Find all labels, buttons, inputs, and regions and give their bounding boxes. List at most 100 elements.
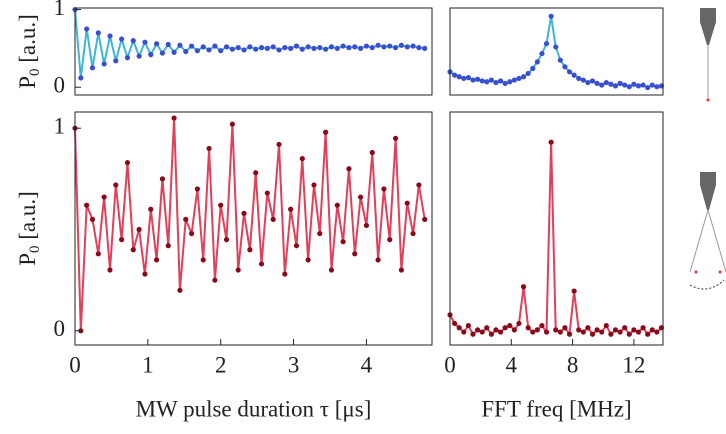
- data-point: [612, 83, 619, 89]
- data-point: [124, 160, 131, 166]
- data-point: [530, 65, 536, 72]
- data-point: [534, 327, 540, 333]
- data-point: [502, 80, 508, 86]
- data-point: [101, 61, 107, 67]
- data-point: [530, 329, 536, 335]
- data-point: [631, 327, 637, 333]
- data-point: [165, 243, 171, 249]
- x-tick-label: 1: [142, 352, 154, 377]
- data-point: [497, 78, 504, 84]
- data-point: [649, 82, 655, 88]
- data-point: [346, 166, 352, 172]
- data-point: [346, 45, 352, 51]
- data-point: [640, 82, 646, 88]
- data-point: [612, 327, 619, 333]
- data-point: [253, 46, 259, 52]
- data-point: [479, 78, 485, 84]
- data-point: [177, 42, 183, 48]
- data-point: [206, 145, 212, 152]
- data-point: [113, 182, 119, 188]
- data-point: [603, 322, 609, 329]
- data-point: [474, 327, 481, 333]
- data-point: [557, 57, 563, 63]
- x-tick-label: 0: [69, 352, 81, 377]
- data-point: [89, 216, 96, 222]
- data-point: [608, 331, 614, 337]
- data-point: [200, 44, 206, 50]
- data-point: [293, 43, 300, 49]
- data-point: [456, 325, 462, 331]
- data-point: [622, 82, 628, 88]
- data-point: [311, 45, 317, 51]
- data-point: [317, 230, 323, 237]
- data-point: [461, 329, 467, 335]
- data-point: [107, 33, 113, 39]
- data-point: [183, 216, 189, 222]
- data-point: [416, 45, 422, 51]
- data-point: [525, 325, 531, 331]
- data-point: [183, 48, 189, 55]
- data-point: [194, 48, 200, 54]
- data-point: [571, 72, 577, 78]
- y-label-rest: [a.u.]: [15, 14, 40, 68]
- x-tick-label: 12: [622, 352, 645, 377]
- data-point: [422, 216, 428, 222]
- data-point: [497, 329, 504, 335]
- x-tick-label: 2: [215, 352, 227, 377]
- data-point: [352, 44, 358, 50]
- data-point: [136, 226, 142, 233]
- data-point: [404, 44, 410, 50]
- data-point: [188, 230, 195, 237]
- data-point: [589, 78, 596, 84]
- data-point: [608, 81, 614, 87]
- data-point: [392, 135, 399, 141]
- data-point: [305, 257, 311, 263]
- data-point: [200, 257, 206, 263]
- data-point: [645, 84, 651, 91]
- y-tick-label: 0: [54, 73, 66, 98]
- data-point: [142, 39, 148, 45]
- data-point: [470, 77, 476, 83]
- data-point: [635, 329, 642, 335]
- data-point: [398, 267, 404, 273]
- data-point: [511, 327, 517, 333]
- data-point: [580, 329, 586, 335]
- data-point: [553, 327, 559, 333]
- data-point: [599, 329, 605, 335]
- data-point: [369, 45, 375, 51]
- data-point: [334, 45, 340, 51]
- data-point: [130, 247, 136, 253]
- x-tick-label: 4: [506, 352, 518, 377]
- data-point: [626, 84, 632, 90]
- data-point: [603, 79, 609, 86]
- y-label-main: P: [15, 253, 40, 266]
- data-point: [493, 79, 499, 86]
- data-point: [520, 284, 527, 290]
- data-point: [78, 75, 84, 81]
- data-point: [654, 329, 660, 335]
- data-point: [363, 222, 370, 229]
- data-point: [95, 251, 101, 257]
- data-point: [543, 41, 550, 47]
- data-point: [247, 247, 253, 253]
- data-point: [470, 331, 476, 337]
- data-point: [649, 327, 655, 333]
- data-point: [212, 277, 218, 283]
- data-point: [640, 325, 646, 331]
- data-point: [622, 325, 628, 331]
- data-point: [124, 55, 131, 61]
- data-point: [525, 70, 531, 77]
- data-point: [352, 251, 358, 257]
- data-point: [340, 43, 346, 49]
- data-point: [142, 271, 148, 277]
- data-point: [493, 327, 499, 333]
- data-point: [631, 81, 637, 87]
- y-label-sub: 0: [27, 245, 43, 253]
- data-point: [119, 237, 125, 243]
- data-point: [617, 329, 623, 335]
- y-tick-label: 1: [54, 0, 66, 20]
- data-point: [392, 45, 399, 51]
- data-point: [323, 46, 329, 52]
- data-point: [328, 44, 335, 50]
